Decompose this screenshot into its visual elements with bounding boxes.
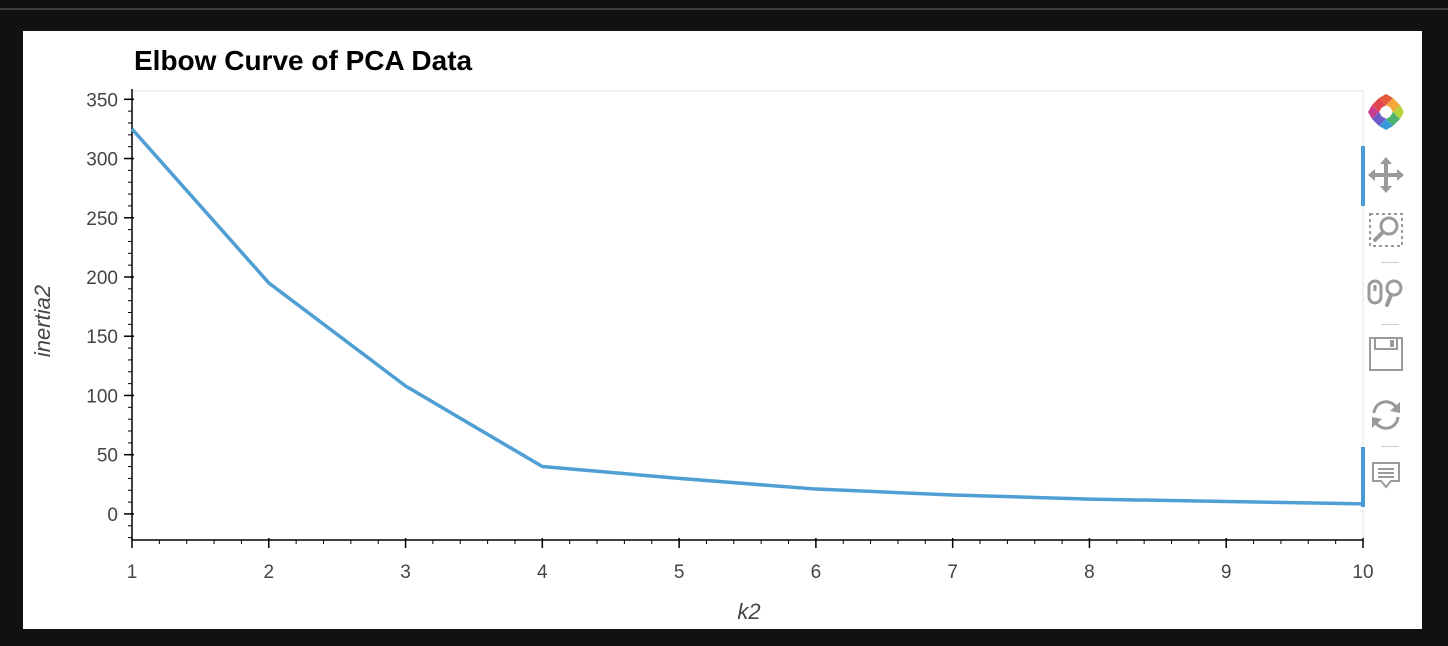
chart-title: Elbow Curve of PCA Data	[134, 45, 473, 76]
line-chart: 0 50 100 150 200 250 300 350 1 2 3 4 5 6 7 8 9 10 k2 ine…	[30, 89, 1374, 624]
x-tick-label: 10	[1352, 562, 1373, 583]
box-zoom-icon	[1369, 213, 1403, 247]
y-tick-label: 300	[86, 150, 118, 171]
chart-panel: Elbow Curve of PCA Data 0 50 100 150 200 250 3…	[23, 31, 1422, 629]
series-line-0	[130, 127, 1364, 506]
save-tool[interactable]	[1361, 329, 1411, 379]
x-tick-label: 3	[400, 562, 411, 583]
x-tick-label: 6	[811, 562, 822, 583]
reset-icon	[1372, 400, 1400, 430]
x-tick-label: 9	[1221, 562, 1232, 583]
bokeh-logo-icon[interactable]	[1361, 87, 1411, 137]
y-tick-label: 50	[97, 446, 118, 467]
y-tick-label: 250	[86, 209, 118, 230]
window-top-border	[0, 8, 1448, 10]
reset-tool[interactable]	[1361, 390, 1411, 440]
x-tick-label: 1	[127, 562, 138, 583]
plot-area-border	[131, 90, 1364, 541]
wheel-zoom-icon	[1367, 279, 1403, 307]
y-tick-label: 100	[86, 386, 118, 407]
x-tick-label: 4	[537, 562, 548, 583]
hover-tool[interactable]	[1361, 447, 1411, 507]
y-tick-label: 150	[86, 327, 118, 348]
pan-tool[interactable]	[1361, 146, 1411, 206]
pan-icon	[1368, 157, 1404, 193]
box-zoom-tool[interactable]	[1361, 205, 1411, 255]
x-tick-label: 7	[947, 562, 958, 583]
save-icon	[1369, 337, 1403, 371]
x-axis-label: k2	[737, 599, 760, 624]
toolbar-separator	[1381, 262, 1399, 263]
plot-toolbar	[1361, 87, 1411, 507]
x-tick-label: 5	[674, 562, 685, 583]
x-tick-label: 8	[1084, 562, 1095, 583]
y-tick-label: 200	[86, 268, 118, 289]
wheel-zoom-tool[interactable]	[1361, 267, 1411, 317]
x-tick-label: 2	[263, 562, 274, 583]
toolbar-separator	[1381, 446, 1399, 447]
y-tick-label: 350	[86, 90, 118, 111]
hover-icon	[1372, 462, 1400, 489]
y-tick-label: 0	[107, 505, 118, 526]
y-axis-label: inertia2	[30, 285, 55, 357]
toolbar-separator	[1381, 324, 1399, 325]
